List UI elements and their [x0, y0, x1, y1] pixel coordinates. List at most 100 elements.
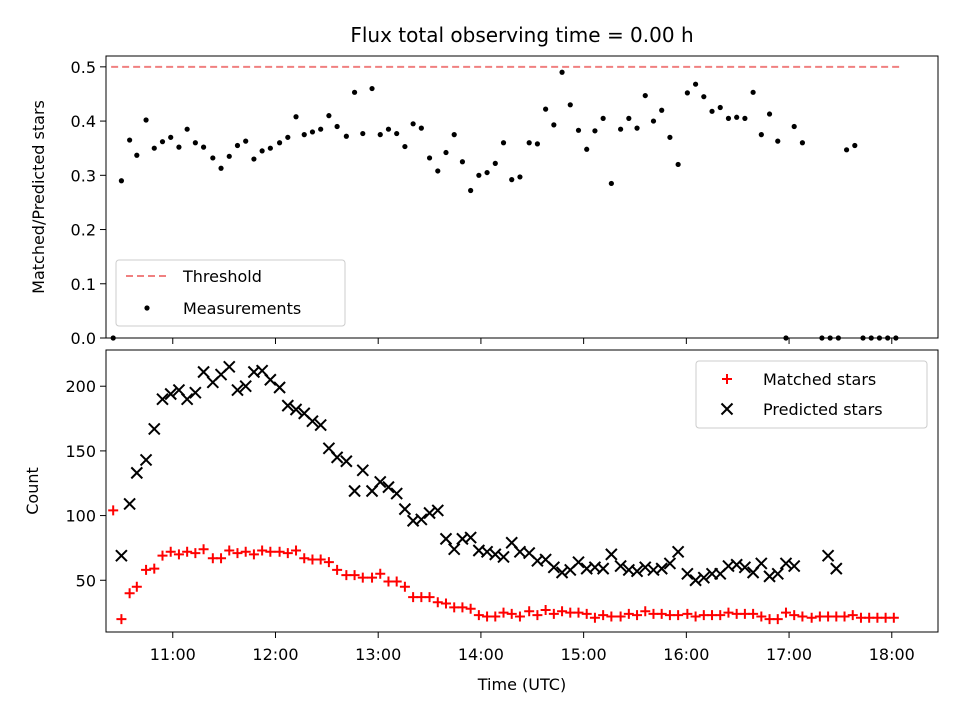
matched-stars-point	[839, 611, 850, 622]
matched-stars-point	[656, 608, 667, 619]
matched-stars-point	[332, 564, 343, 575]
measurement-point	[543, 106, 549, 112]
legend-threshold-label: Threshold	[182, 267, 262, 286]
predicted-stars-point	[830, 562, 843, 575]
measurement-point	[410, 121, 416, 127]
y-tick-label: 0.4	[71, 112, 96, 131]
predicted-stars-point	[281, 399, 295, 412]
matched-stars-point	[715, 610, 726, 621]
matched-stars-point	[257, 545, 268, 556]
matched-stars-point	[640, 606, 651, 617]
matched-stars-point	[357, 572, 368, 583]
predicted-stars-point	[289, 403, 303, 416]
matched-stars-point	[190, 548, 201, 559]
measurement-point	[435, 168, 441, 174]
measurement-point	[243, 138, 249, 144]
measurement-point	[293, 114, 299, 120]
matched-stars-point	[165, 546, 176, 557]
predicted-stars-point	[655, 562, 668, 575]
predicted-stars-point	[763, 570, 776, 583]
matched-stars-point	[723, 607, 734, 618]
predicted-stars-point	[189, 386, 202, 399]
chart-title: Flux total observing time = 0.00 h	[350, 23, 693, 47]
matched-stars-point	[473, 610, 484, 621]
measurement-point	[134, 152, 140, 158]
predicted-stars-point	[630, 564, 644, 578]
measurement-point	[267, 145, 273, 151]
measurement-point	[509, 177, 515, 183]
matched-stars-point	[399, 581, 410, 592]
bottom-panel: 50 100 150 200 11:00 12:00 13:00 14:00 15:00 16:…	[23, 349, 939, 694]
measurement-point	[684, 90, 690, 96]
measurement-point	[567, 102, 573, 108]
predicted-stars-point	[180, 392, 194, 406]
matched-stars-point	[131, 581, 142, 592]
measurement-point	[526, 140, 532, 146]
predicted-stars-point	[596, 562, 610, 575]
predicted-stars-point	[197, 365, 210, 379]
matched-stars-point	[789, 610, 800, 621]
predicted-stars-point	[614, 559, 627, 573]
matched-stars-point	[315, 554, 326, 565]
measurement-point	[394, 130, 400, 137]
matched-stars-point	[506, 608, 517, 619]
measurement-point	[184, 126, 190, 132]
predicted-stars-point	[663, 557, 677, 570]
y-tick-label: 150	[65, 442, 96, 461]
measurement-point	[758, 132, 764, 138]
measurement-point	[584, 146, 590, 152]
measurement-point	[226, 153, 232, 159]
predicted-stars-point	[164, 387, 177, 401]
predicted-stars-point	[555, 566, 569, 579]
legend-measurements-label: Measurements	[183, 299, 301, 318]
measurement-point	[200, 144, 207, 150]
x-tick-label: 18:00	[869, 645, 915, 664]
measurement-point	[210, 155, 216, 161]
measurement-point	[143, 117, 149, 123]
predicted-stars-point	[398, 502, 412, 516]
matched-stars-point	[606, 611, 617, 622]
measurement-point	[600, 115, 606, 121]
measurement-point	[742, 115, 748, 121]
bottom-panel-marks	[108, 360, 899, 625]
measurement-point	[734, 114, 740, 120]
measurement-point	[791, 123, 797, 130]
measurement-point	[369, 85, 375, 92]
bottom-x-axis-label: Time (UTC)	[477, 675, 566, 694]
matched-stars-point	[532, 610, 543, 621]
matched-stars-point	[124, 588, 135, 599]
matched-stars-point	[780, 607, 791, 618]
predicted-stars-point	[330, 451, 344, 464]
predicted-stars-point	[821, 549, 835, 562]
matched-stars-point	[224, 545, 235, 556]
measurement-point	[534, 141, 541, 147]
matched-stars-point	[682, 608, 693, 619]
y-tick-label: 50	[76, 571, 96, 590]
matched-stars-point	[173, 549, 184, 560]
predicted-stars-point	[239, 380, 252, 393]
legend-predicted-swatch	[720, 402, 734, 416]
matched-stars-point	[690, 611, 701, 622]
predicted-stars-point	[264, 373, 277, 386]
measurement-point	[276, 140, 283, 146]
predicted-stars-point	[464, 531, 477, 544]
matched-stars-point	[375, 568, 386, 579]
matched-stars-point	[391, 576, 402, 587]
predicted-stars-point	[123, 497, 136, 511]
y-tick-label: 0.0	[71, 329, 96, 348]
predicted-stars-point	[340, 455, 353, 468]
top-x-axis-ticks	[172, 338, 893, 344]
measurement-point	[500, 140, 507, 146]
legend-frame	[115, 259, 346, 327]
measurement-point	[750, 89, 756, 95]
matched-stars-point	[274, 546, 285, 557]
predicted-stars-point	[787, 559, 801, 573]
measurement-point	[659, 107, 665, 113]
measurement-point	[799, 140, 806, 146]
measurement-point	[634, 125, 640, 131]
y-tick-label: 0.5	[71, 58, 96, 77]
x-tick-label: 13:00	[355, 645, 401, 664]
matched-stars-point	[772, 614, 783, 625]
matched-stars-point	[498, 607, 509, 618]
matched-stars-point	[149, 563, 160, 574]
